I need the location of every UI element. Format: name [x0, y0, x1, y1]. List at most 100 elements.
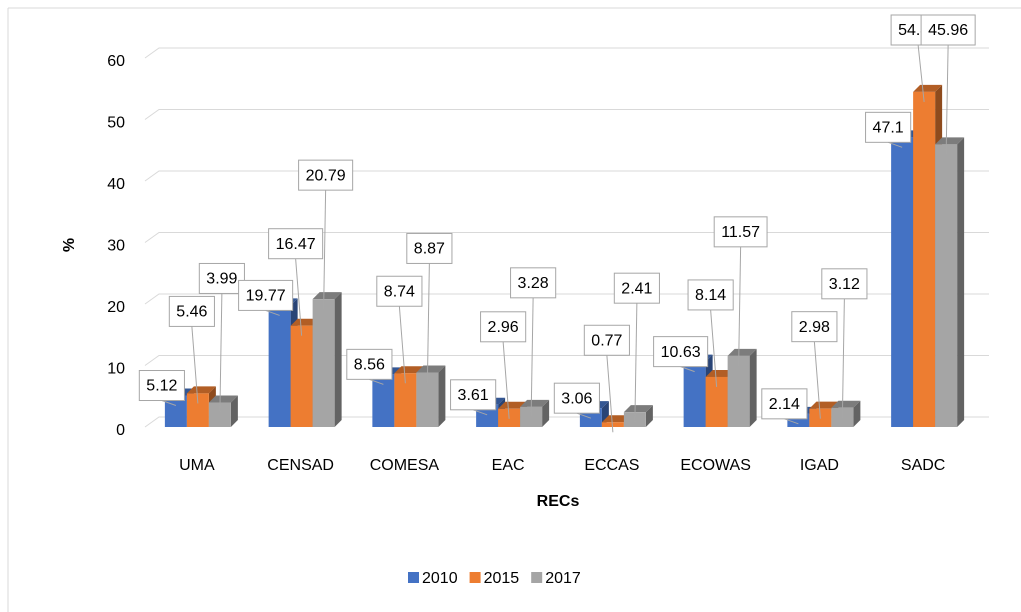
callout-box — [821, 268, 868, 300]
callout-box — [376, 275, 423, 307]
callout-box — [920, 14, 976, 46]
bar-top — [498, 401, 528, 409]
value-label: 3.06 — [561, 390, 592, 407]
bar-top — [705, 369, 735, 377]
value-label: 2.96 — [488, 319, 519, 336]
value-label: 5.12 — [146, 378, 177, 395]
bar-top — [312, 292, 342, 300]
value-label: 3.12 — [829, 276, 860, 293]
bar — [372, 374, 395, 427]
callout-box — [450, 379, 497, 411]
callout-box — [865, 111, 912, 143]
bar — [394, 373, 417, 427]
bar — [727, 355, 750, 427]
value-label: 2.98 — [799, 319, 830, 336]
callout-box — [791, 311, 838, 343]
legend-swatch — [469, 572, 481, 583]
bar-side — [334, 292, 342, 427]
value-label: 8.74 — [384, 283, 415, 300]
bar — [705, 376, 728, 427]
callout-line — [841, 298, 845, 418]
value-label: 3.99 — [206, 271, 237, 288]
callout-box — [198, 262, 245, 294]
callout-line — [265, 309, 280, 316]
grid-line — [144, 170, 989, 182]
bar-top — [601, 415, 631, 423]
bar — [601, 422, 624, 427]
callout-box — [268, 228, 324, 260]
callout-box — [298, 159, 354, 191]
callout-box — [761, 388, 808, 420]
bar-side — [853, 400, 861, 427]
callout-box — [613, 272, 660, 304]
value-label: 20.79 — [306, 167, 346, 184]
legend-swatch — [408, 572, 419, 583]
callout-box — [583, 324, 630, 356]
value-label: 16.47 — [276, 236, 316, 253]
bar — [208, 402, 231, 427]
legend-swatch — [531, 572, 543, 583]
y-tick-label: 60 — [107, 53, 125, 70]
bar-top — [831, 400, 861, 408]
x-tick-label: IGAD — [800, 457, 839, 474]
value-label: 8.56 — [354, 357, 385, 374]
y-tick-label: 30 — [107, 238, 125, 255]
callout-line — [398, 306, 406, 384]
legend-label: 2010 — [422, 570, 458, 587]
bar-top — [290, 318, 320, 326]
bar-side — [645, 405, 653, 427]
x-axis-label: RECs — [537, 493, 580, 510]
bar-top — [520, 399, 550, 407]
callout-line — [813, 341, 821, 419]
bar — [476, 404, 499, 427]
callout-box — [168, 295, 215, 327]
callout-line — [219, 293, 223, 413]
y-tick-label: 20 — [107, 299, 125, 316]
callout-line — [710, 309, 718, 387]
value-label: 0.77 — [591, 332, 622, 349]
bar — [935, 144, 958, 427]
x-tick-label: CENSAD — [267, 457, 334, 474]
bar-side — [438, 365, 446, 427]
callout-line — [426, 263, 430, 383]
legend: 2010 2015 2017 — [408, 570, 581, 587]
bar-side — [230, 395, 238, 427]
bar — [416, 372, 439, 427]
bar-top — [186, 386, 216, 394]
callout-box — [346, 348, 393, 380]
value-label: 45.96 — [928, 22, 968, 39]
bar — [186, 393, 209, 427]
x-tick-label: UMA — [179, 457, 215, 474]
callout-line — [945, 44, 949, 155]
value-label: 8.87 — [414, 241, 445, 258]
value-label: 2.41 — [621, 280, 652, 297]
bar — [290, 325, 313, 427]
bar — [891, 137, 914, 427]
value-label: 10.63 — [661, 344, 701, 361]
y-tick-label: 50 — [107, 115, 125, 132]
value-label: 8.14 — [695, 287, 726, 304]
x-tick-label: ECOWAS — [680, 457, 751, 474]
callout-line — [295, 258, 303, 336]
value-label: 3.28 — [518, 275, 549, 292]
value-labels: 5.12 5.46 3.99 19.77 16.47 20.79 8.56 8.74 8.87 3… — [138, 14, 976, 433]
grid-line — [144, 47, 989, 59]
bar-side — [542, 399, 550, 427]
callout-line — [502, 341, 510, 419]
legend-label: 2017 — [545, 570, 581, 587]
callout-line — [191, 326, 199, 404]
bar-top — [809, 401, 839, 409]
y-tick-label: 40 — [107, 176, 125, 193]
bar-top — [623, 405, 653, 413]
grid-line — [144, 232, 989, 243]
callout-box — [138, 370, 185, 402]
bar — [520, 406, 543, 427]
callout-line — [634, 303, 638, 423]
bar-top — [416, 365, 446, 373]
callout-line — [576, 412, 592, 419]
legend-label: 2015 — [484, 570, 520, 587]
value-label: 2.14 — [769, 396, 800, 413]
value-label: 5.46 — [176, 304, 207, 321]
bar-top — [394, 366, 424, 374]
